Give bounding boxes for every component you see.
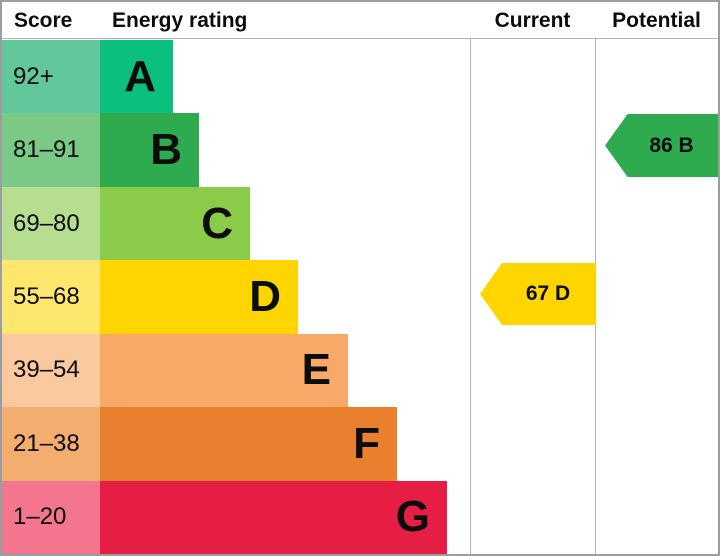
band-row-d: 55–68 D — [2, 260, 718, 334]
band-bar-d: D — [100, 260, 298, 334]
score-range-e: 39–54 — [2, 333, 100, 408]
score-range-d: 55–68 — [2, 260, 100, 334]
score-column-header: Score — [14, 9, 73, 32]
potential-rating-arrow: 86 B — [605, 114, 718, 177]
current-column-header: Current — [494, 9, 571, 32]
band-bar-c: C — [100, 186, 250, 261]
band-bar-b: B — [100, 113, 199, 187]
band-rows: 92+ A 81–91 B 69–80 C 55–68 D 39–54 E 21… — [2, 40, 718, 554]
band-row-c: 69–80 C — [2, 186, 718, 261]
current-rating-label: 67 D — [525, 282, 571, 305]
score-range-f: 21–38 — [2, 407, 100, 481]
current-rating-arrow: 67 D — [480, 263, 596, 325]
chart-header: Score Energy rating Current Potential — [2, 2, 718, 39]
band-row-f: 21–38 F — [2, 407, 718, 481]
band-row-a: 92+ A — [2, 40, 718, 114]
band-row-g: 1–20 G — [2, 480, 718, 554]
potential-rating-label: 86 B — [649, 133, 694, 157]
band-row-b: 81–91 B — [2, 113, 718, 187]
band-bar-e: E — [100, 333, 348, 408]
band-row-e: 39–54 E — [2, 333, 718, 408]
energy-rating-column-header: Energy rating — [112, 9, 248, 32]
band-bar-g: G — [100, 480, 447, 554]
score-range-b: 81–91 — [2, 113, 100, 187]
current-column-divider — [470, 2, 471, 554]
score-range-a: 92+ — [2, 40, 100, 114]
potential-column-header: Potential — [612, 9, 701, 32]
band-bar-f: F — [100, 407, 397, 481]
band-bar-a: A — [100, 40, 173, 114]
score-range-c: 69–80 — [2, 186, 100, 261]
score-range-g: 1–20 — [2, 480, 100, 554]
